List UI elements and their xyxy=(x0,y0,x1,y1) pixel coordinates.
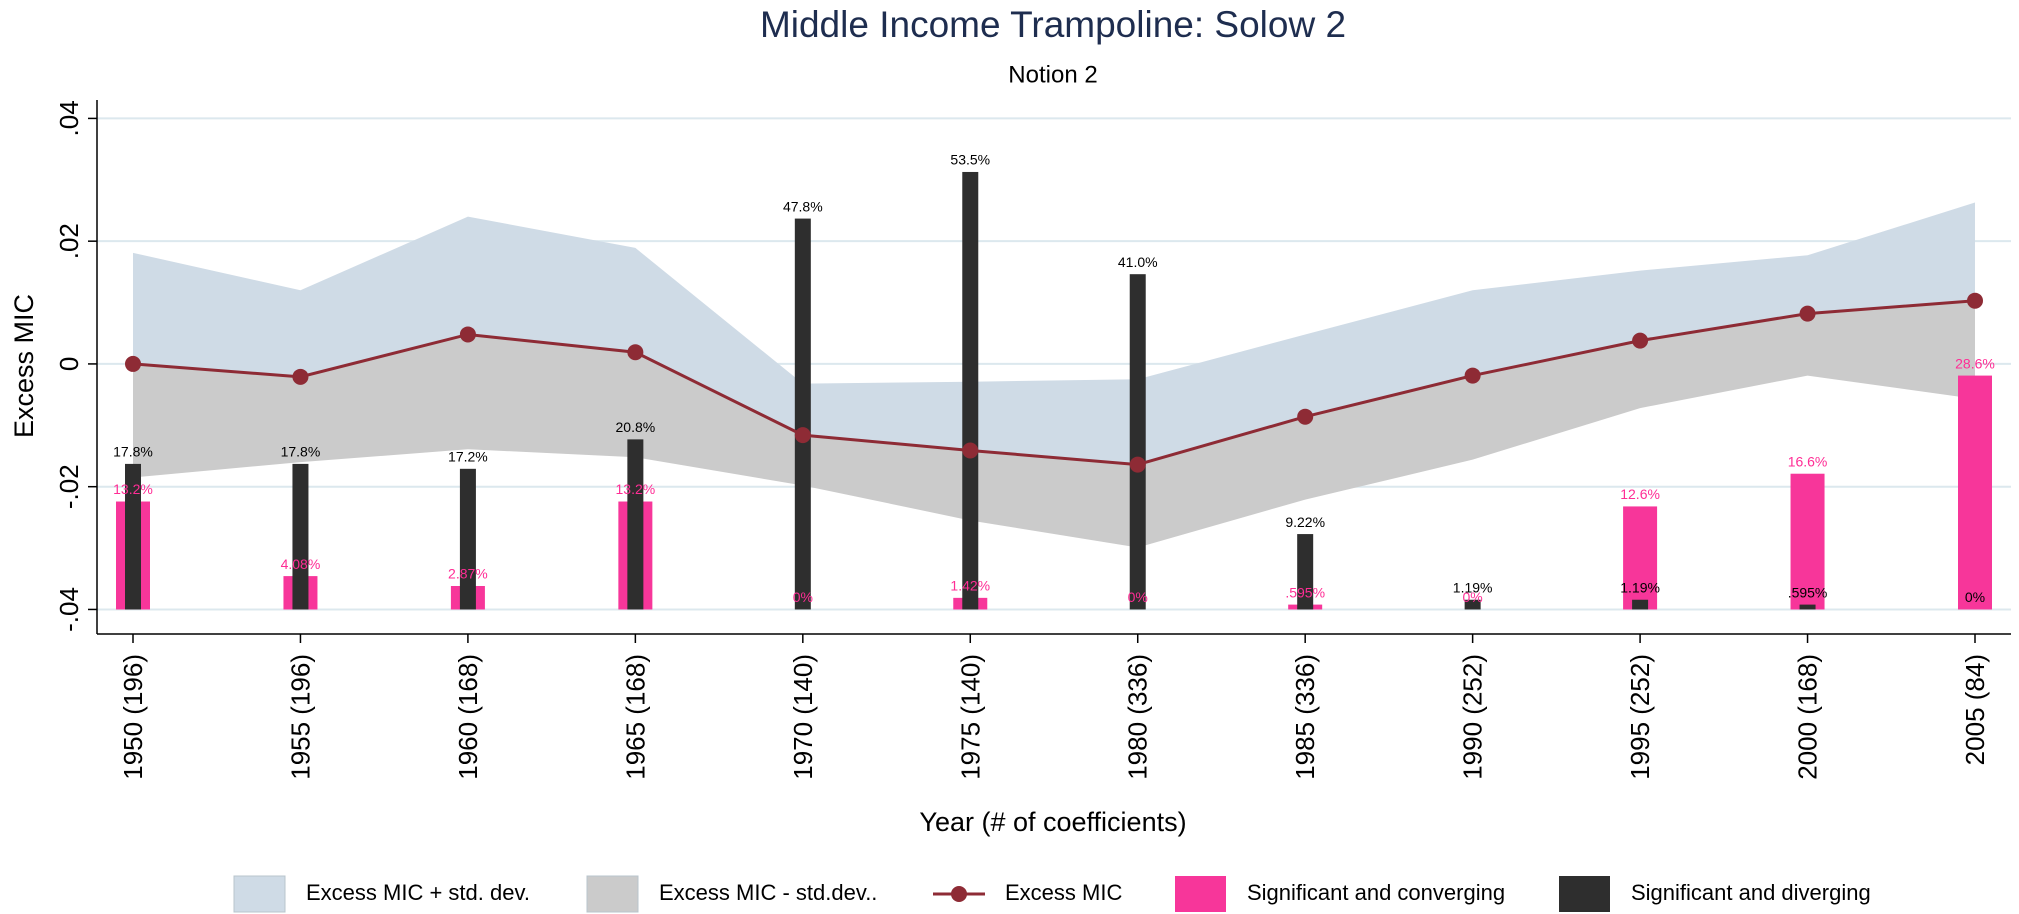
line-marker xyxy=(1297,408,1314,425)
data-label: 2.87% xyxy=(448,566,488,582)
line-marker xyxy=(1464,367,1481,384)
line xyxy=(132,299,1976,467)
data-label: 17.8% xyxy=(113,444,153,460)
bar xyxy=(1958,375,1992,610)
legend-label: Significant and diverging xyxy=(1631,880,1871,905)
x-tick-label: 1990 (252) xyxy=(1458,654,1488,780)
bar xyxy=(292,463,309,610)
legend-label: Excess MIC xyxy=(1005,880,1122,905)
data-label: 0% xyxy=(1463,589,1483,605)
legend-swatch xyxy=(586,875,639,913)
line-marker xyxy=(1967,292,1983,309)
x-tick-label: 1965 (168) xyxy=(620,654,650,780)
data-label: 1.42% xyxy=(950,578,990,594)
data-label: 16.6% xyxy=(1788,453,1828,469)
data-label: 41.0% xyxy=(1118,254,1158,270)
data-label: .595% xyxy=(1788,584,1828,600)
data-label: 4.08% xyxy=(281,556,321,572)
legend-label: Excess MIC + std. dev. xyxy=(306,880,530,905)
y-axis-title: Excess MIC xyxy=(9,294,39,438)
x-tick-label: 1970 (140) xyxy=(788,654,818,780)
data-label: 47.8% xyxy=(783,198,823,214)
legend-label: Excess MIC - std.dev.. xyxy=(659,880,877,905)
data-label: 12.6% xyxy=(1620,486,1660,502)
data-label: 17.2% xyxy=(448,449,488,465)
bar xyxy=(962,171,979,610)
line-marker xyxy=(1632,332,1649,349)
data-label: 9.22% xyxy=(1285,514,1325,530)
line-marker xyxy=(459,326,476,343)
legend-swatch xyxy=(1559,876,1610,912)
line-marker xyxy=(627,344,644,361)
x-axis-title: Year (# of coefficients) xyxy=(919,807,1186,837)
data-label: 13.2% xyxy=(113,481,153,497)
x-tick-label: 2005 (84) xyxy=(1960,654,1990,765)
bar xyxy=(1297,534,1314,610)
chart-title: Middle Income Trampoline: Solow 2 xyxy=(760,4,1346,45)
bar xyxy=(1129,274,1146,610)
x-tick-label: 1950 (196) xyxy=(118,654,148,780)
chart-subtitle: Notion 2 xyxy=(1008,61,1097,88)
x-tick-label: 1955 (196) xyxy=(285,654,315,780)
x-tick-label: 1960 (168) xyxy=(453,654,483,780)
line-marker xyxy=(292,368,309,385)
data-label: 13.2% xyxy=(616,481,656,497)
y-tick-label: -.02 xyxy=(54,464,84,509)
data-label: 0% xyxy=(793,589,813,605)
data-label: 20.8% xyxy=(616,419,656,435)
x-tick-label: 1995 (252) xyxy=(1625,654,1655,780)
data-label: 0% xyxy=(1965,589,1985,605)
bar xyxy=(1623,506,1658,610)
bar xyxy=(627,439,644,610)
data-label: .595% xyxy=(1285,584,1325,600)
data-label: 53.5% xyxy=(950,152,990,168)
data-label: 28.6% xyxy=(1955,355,1995,371)
y-tick-label: .04 xyxy=(54,100,84,136)
legend-swatch xyxy=(1175,876,1226,912)
bar xyxy=(794,218,811,610)
legend-swatch xyxy=(233,875,286,913)
bar xyxy=(459,468,476,610)
bar xyxy=(1790,473,1825,610)
bar xyxy=(1464,599,1481,610)
line-marker xyxy=(125,355,141,372)
y-tick-label: -.04 xyxy=(54,587,84,632)
x-tick-label: 2000 (168) xyxy=(1793,654,1823,780)
std-dev-area xyxy=(133,300,1975,548)
bar xyxy=(1632,599,1649,610)
line-marker xyxy=(1799,305,1816,322)
bar xyxy=(1799,604,1816,610)
line-marker xyxy=(794,427,811,444)
data-label: 17.8% xyxy=(281,444,321,460)
legend-label: Significant and converging xyxy=(1247,880,1505,905)
line-marker xyxy=(1129,456,1146,473)
data-label: 1.19% xyxy=(1620,579,1660,595)
bar xyxy=(125,463,141,610)
x-tick-label: 1980 (336) xyxy=(1123,654,1153,780)
x-tick-label: 1975 (140) xyxy=(955,654,985,780)
std-dev-area xyxy=(133,202,1975,465)
x-tick-label: 1985 (336) xyxy=(1290,654,1320,780)
y-tick-label: .02 xyxy=(54,223,84,259)
line-marker xyxy=(962,442,979,459)
y-tick-label: 0 xyxy=(54,357,84,371)
legend-swatch xyxy=(951,886,967,902)
data-label: 0% xyxy=(1128,589,1148,605)
data-label: 1.19% xyxy=(1453,579,1493,595)
